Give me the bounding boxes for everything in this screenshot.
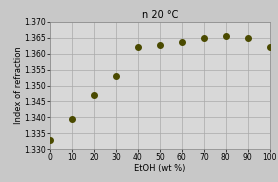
- Point: [158, 44, 162, 47]
- Point: [136, 46, 140, 49]
- Point: [180, 40, 184, 43]
- Point: [114, 74, 118, 77]
- Point: [202, 36, 206, 39]
- Point: [70, 118, 74, 120]
- Title: n 20 °C: n 20 °C: [142, 10, 178, 20]
- Point: [48, 138, 52, 141]
- Point: [224, 35, 228, 38]
- X-axis label: EtOH (wt %): EtOH (wt %): [134, 164, 185, 173]
- Y-axis label: Index of refraction: Index of refraction: [14, 47, 23, 124]
- Point: [92, 94, 96, 97]
- Point: [267, 45, 272, 48]
- Point: [245, 36, 250, 39]
